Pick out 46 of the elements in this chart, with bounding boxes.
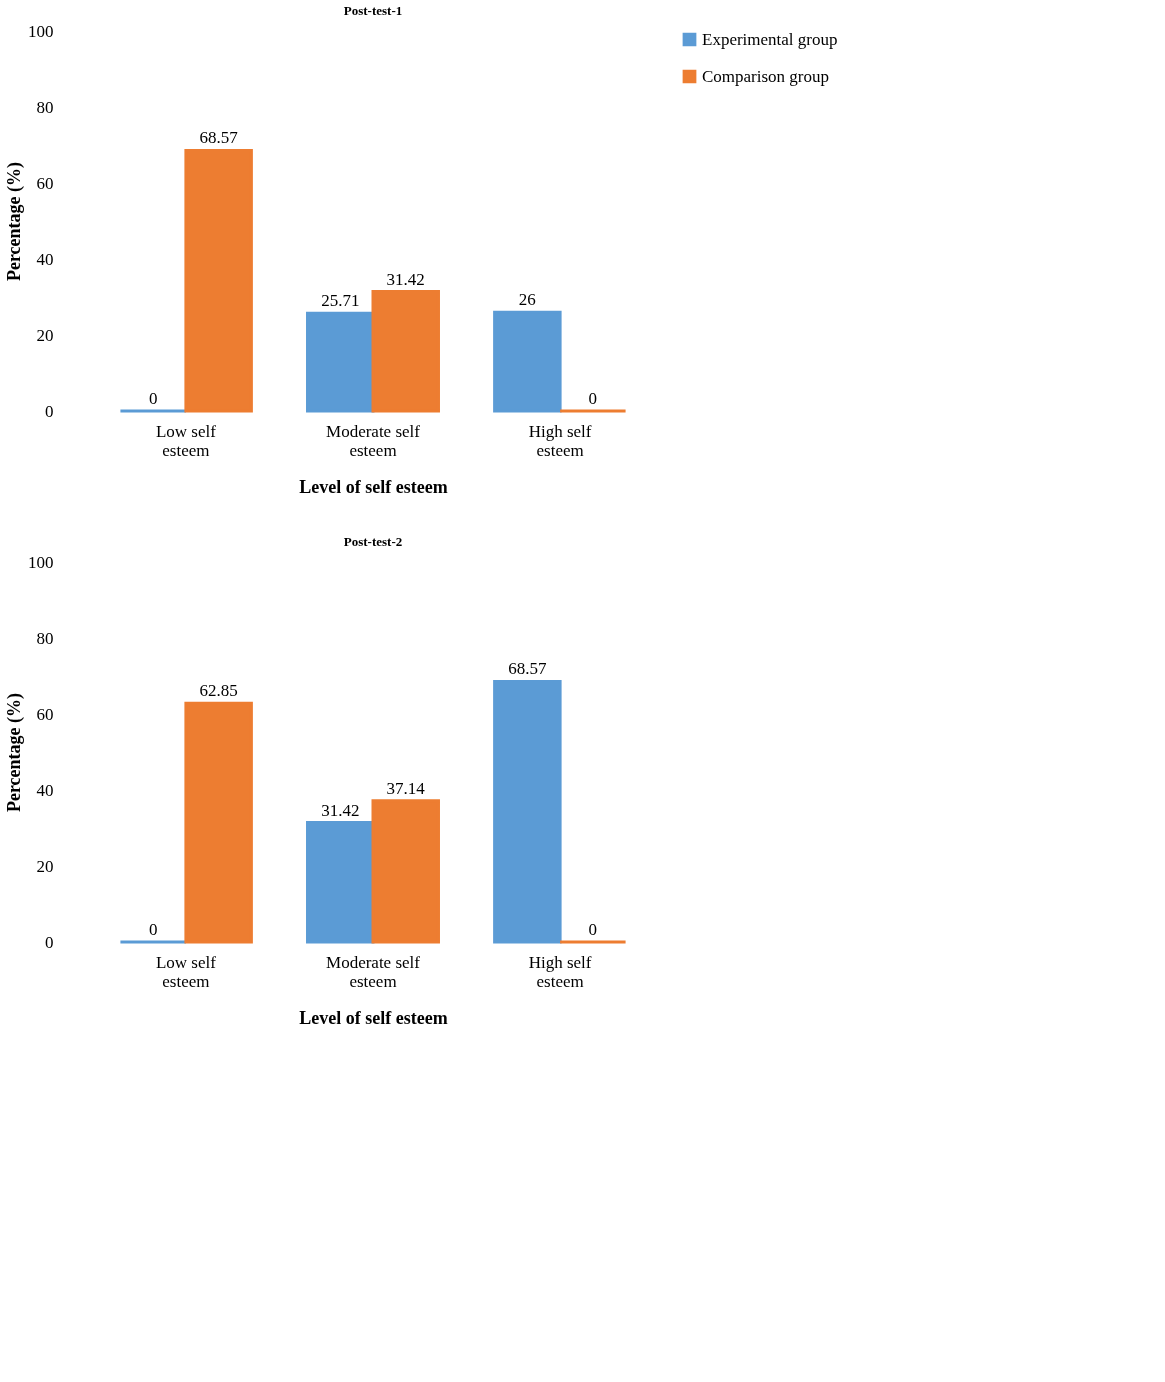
data-label: 62.85 [199, 681, 238, 701]
bar [371, 799, 440, 944]
data-label: 25.71 [321, 291, 360, 311]
data-label: 31.42 [386, 269, 425, 289]
y-axis-title: Percentage (%) [4, 161, 25, 282]
data-label: 0 [148, 920, 158, 939]
x-tick-label: High self esteem [528, 421, 592, 460]
bar [184, 148, 253, 413]
y-tick-label: 40 [36, 249, 54, 269]
data-label: 37.14 [386, 778, 426, 798]
x-tick-label: Moderate self esteem [326, 952, 421, 991]
y-tick-label: 0 [45, 932, 54, 952]
legend-label: Comparison group [702, 66, 830, 86]
x-axis-title: Level of self esteem [299, 1007, 448, 1028]
x-tick-label: Low self esteem [155, 952, 217, 991]
data-label: 31.42 [321, 800, 360, 820]
bar [184, 701, 253, 944]
data-label: 26 [518, 290, 536, 310]
bar [306, 311, 375, 413]
bar [306, 821, 375, 944]
y-tick-label: 80 [36, 628, 54, 648]
y-tick-label: 60 [36, 173, 54, 193]
y-tick-label: 60 [36, 704, 54, 724]
y-tick-label: 40 [36, 780, 54, 800]
x-tick-label: Low self esteem [155, 421, 217, 460]
y-axis-title: Percentage (%) [4, 692, 25, 813]
y-tick-label: 80 [36, 97, 54, 117]
legend-label: Experimental group [702, 29, 838, 49]
bar [493, 679, 562, 944]
y-tick-label: 20 [36, 325, 54, 345]
data-label: 68.57 [199, 128, 239, 148]
bar [371, 290, 440, 413]
y-tick-label: 20 [36, 856, 54, 876]
data-label: 0 [588, 389, 598, 408]
data-label: 0 [588, 920, 598, 939]
x-tick-label: Moderate self esteem [326, 421, 421, 460]
chart-title: Post-test-1 [343, 3, 403, 18]
chart-title: Post-test-2 [343, 534, 403, 549]
data-label: 0 [148, 389, 158, 408]
y-tick-label: 100 [28, 552, 54, 572]
y-tick-label: 0 [45, 401, 54, 421]
x-axis-title: Level of self esteem [299, 476, 448, 497]
x-tick-label: High self esteem [528, 952, 592, 991]
data-label: 68.57 [508, 659, 547, 679]
bar [493, 310, 562, 413]
y-tick-label: 100 [28, 21, 54, 41]
